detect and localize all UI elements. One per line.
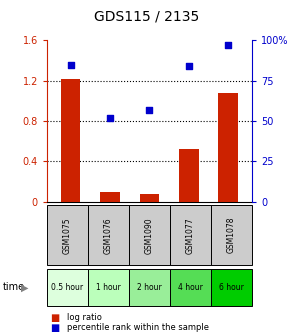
Text: GDS115 / 2135: GDS115 / 2135 bbox=[94, 9, 199, 24]
Text: percentile rank within the sample: percentile rank within the sample bbox=[67, 323, 209, 332]
Bar bbox=[179, 149, 199, 202]
Bar bbox=[100, 192, 120, 202]
Text: ▶: ▶ bbox=[21, 282, 29, 292]
Text: 1 hour: 1 hour bbox=[96, 283, 121, 292]
Text: 6 hour: 6 hour bbox=[219, 283, 244, 292]
Point bbox=[147, 107, 152, 112]
Text: ■: ■ bbox=[50, 312, 59, 323]
Text: 0.5 hour: 0.5 hour bbox=[51, 283, 84, 292]
Point bbox=[187, 64, 191, 69]
Text: 4 hour: 4 hour bbox=[178, 283, 203, 292]
Point bbox=[226, 42, 231, 48]
Text: ■: ■ bbox=[50, 323, 59, 333]
Text: GSM1078: GSM1078 bbox=[227, 217, 236, 253]
Text: GSM1075: GSM1075 bbox=[63, 217, 72, 254]
Text: log ratio: log ratio bbox=[67, 313, 102, 322]
Text: GSM1090: GSM1090 bbox=[145, 217, 154, 254]
Point bbox=[108, 115, 112, 120]
Text: GSM1077: GSM1077 bbox=[186, 217, 195, 254]
Bar bbox=[61, 79, 80, 202]
Point bbox=[68, 62, 73, 67]
Text: time: time bbox=[3, 282, 25, 292]
Bar bbox=[139, 194, 159, 202]
Bar bbox=[219, 93, 238, 202]
Text: 2 hour: 2 hour bbox=[137, 283, 162, 292]
Text: GSM1076: GSM1076 bbox=[104, 217, 113, 254]
